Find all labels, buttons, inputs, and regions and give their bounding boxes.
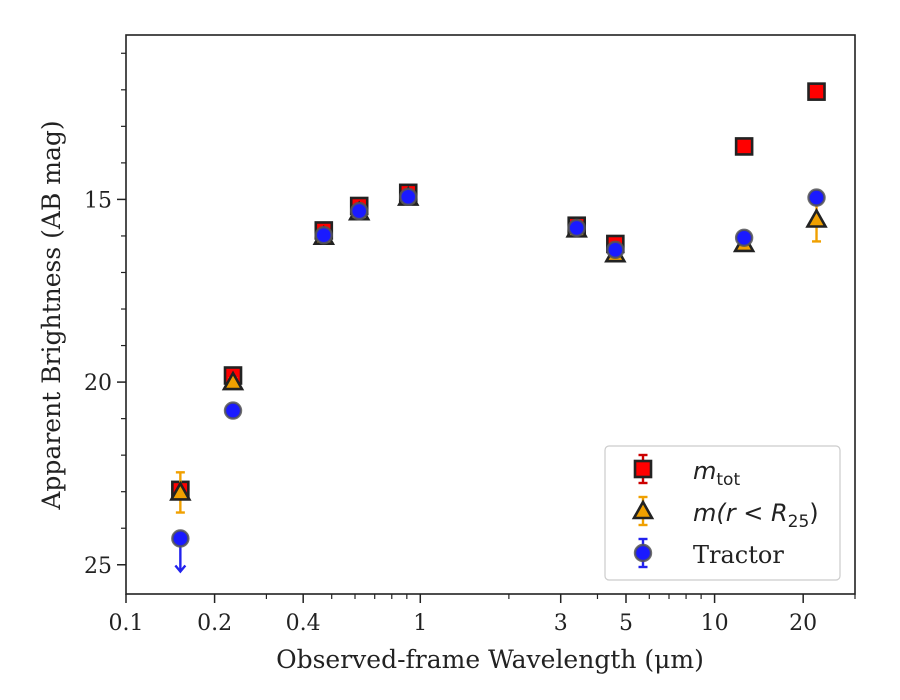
series-mtot [171, 82, 826, 500]
x-axis: 0.1 0.2 0.4 1 3 5 10 20 [109, 594, 856, 636]
legend-label-mr25-rest: ) [809, 499, 818, 527]
legend-label-mtot-main: m [693, 457, 716, 485]
x-axis-title: Observed-frame Wavelength (μm) [276, 645, 704, 674]
point-mtot [734, 137, 754, 156]
point-tractor [314, 226, 333, 245]
point-tractor [606, 240, 625, 260]
x-tick-label: 0.4 [286, 611, 321, 636]
axes-frame [125, 34, 856, 595]
legend-handle-mtot [633, 459, 653, 479]
legend-frame [604, 445, 841, 581]
legend-handle-tractor [633, 543, 653, 563]
legend-handle-mr25 [631, 499, 655, 520]
point-mr25 [169, 480, 192, 501]
point-tractor [171, 529, 190, 548]
point-tractor [807, 188, 826, 207]
x-tick-label: 10 [701, 611, 729, 636]
y-tick-label: 20 [84, 371, 112, 396]
legend-handles [631, 453, 655, 569]
series-tractor [171, 187, 826, 574]
y-axis-title: Apparent Brightness (AB mag) [37, 120, 66, 510]
legend-label-mtot: mtot [693, 457, 740, 490]
legend-label-mr25-main: m(r < R [693, 499, 788, 527]
legend-label-mr25-sub: 25 [788, 512, 810, 532]
y-tick-label: 15 [84, 188, 112, 213]
point-tractor-limit-arrow [174, 564, 187, 574]
x-tick-label: 3 [554, 611, 568, 636]
point-mtot [807, 82, 826, 101]
point-mr25 [221, 370, 245, 391]
legend: mtot m(r < R25) Tractor [604, 445, 841, 581]
point-tractor [399, 187, 418, 207]
point-mr25 [805, 207, 828, 228]
y-axis: 15 20 25 [84, 52, 126, 579]
x-tick-label: 0.1 [109, 611, 144, 636]
legend-label-tractor: Tractor [693, 541, 784, 569]
plot-marks [169, 82, 828, 574]
point-tractor [567, 218, 586, 238]
x-tick-label: 0.2 [197, 611, 232, 636]
legend-label-mtot-sub: tot [716, 470, 740, 490]
point-tractor [349, 201, 369, 221]
point-tractor [223, 401, 243, 420]
x-tick-label: 5 [619, 611, 633, 636]
point-tractor [734, 228, 754, 247]
legend-label-mr25: m(r < R25) [693, 499, 819, 532]
x-tick-label: 20 [789, 611, 817, 636]
x-tick-label: 1 [413, 611, 427, 636]
y-tick-label: 25 [84, 554, 112, 579]
